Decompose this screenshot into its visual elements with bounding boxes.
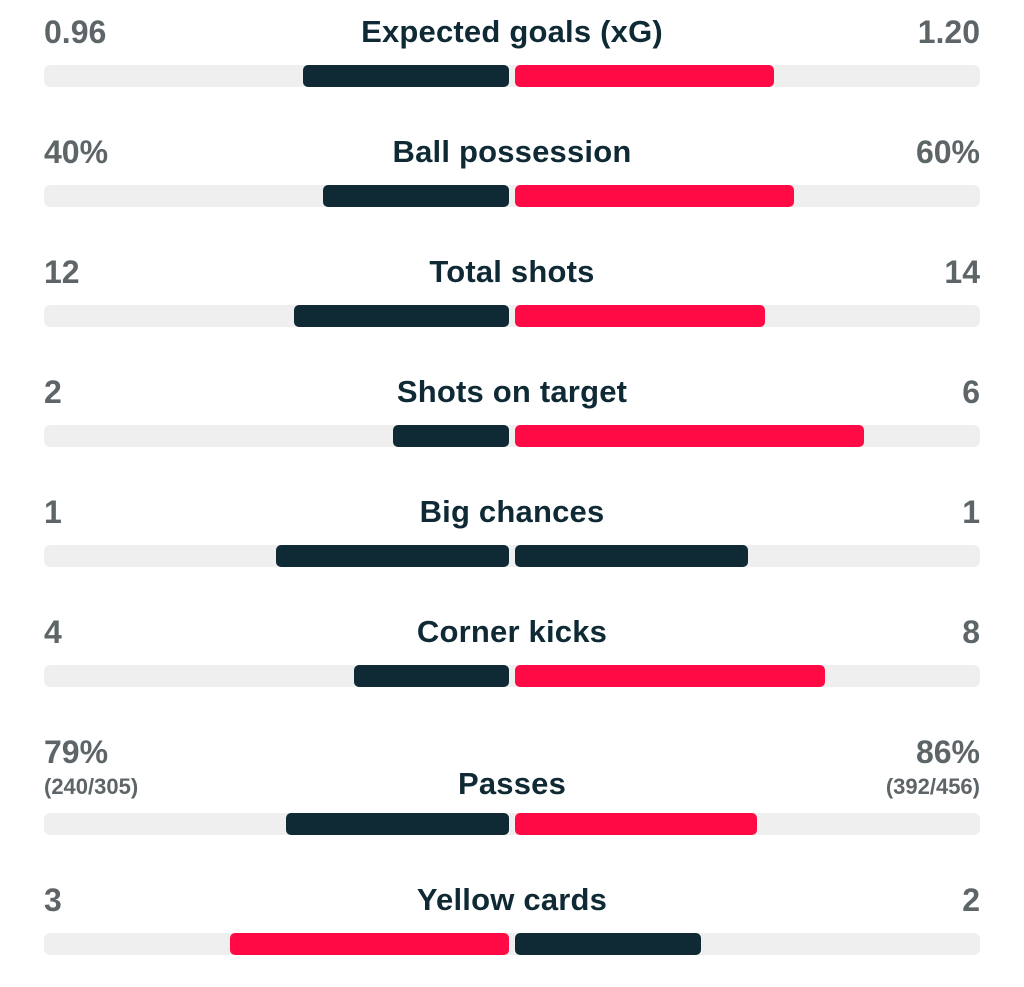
home-bar [393, 425, 509, 447]
stat-row: Corner kicks 4 8 [44, 614, 980, 687]
away-bar [515, 545, 748, 567]
home-value: 2 [44, 374, 62, 410]
stat-bar-track [44, 65, 980, 87]
home-value: 12 [44, 254, 80, 290]
away-subvalue: (392/456) [885, 774, 980, 799]
stat-label: Shots on target [396, 374, 628, 409]
stat-label: Corner kicks [416, 614, 608, 649]
stat-row: Passes 79% 86% (240/305) (392/456) [44, 734, 980, 835]
away-value: 6 [962, 374, 980, 410]
away-bar [515, 305, 765, 327]
home-value: 40% [44, 134, 109, 170]
stat-row: Expected goals (xG) 0.96 1.20 [44, 14, 980, 87]
away-value: 60% [915, 134, 980, 170]
away-bar [515, 933, 701, 955]
stat-row: Total shots 12 14 [44, 254, 980, 327]
home-bar [303, 65, 509, 87]
away-bar [515, 813, 757, 835]
stat-label: Total shots [429, 254, 595, 289]
away-bar [515, 185, 794, 207]
stat-bar-track [44, 813, 980, 835]
stat-row: Big chances 1 1 [44, 494, 980, 567]
away-value: 14 [944, 254, 980, 290]
away-bar [515, 425, 864, 447]
stat-label: Yellow cards [416, 882, 608, 917]
home-bar [230, 933, 509, 955]
stat-bar-track [44, 665, 980, 687]
home-value: 3 [44, 882, 62, 918]
away-value: 86% [915, 734, 980, 770]
stat-label: Passes [457, 766, 567, 801]
away-value: 1.20 [917, 14, 980, 50]
home-value: 4 [44, 614, 62, 650]
stat-bar-track [44, 305, 980, 327]
stat-row: Yellow cards 3 2 [44, 882, 980, 955]
home-bar [276, 545, 509, 567]
stat-bar-track [44, 425, 980, 447]
away-value: 2 [962, 882, 980, 918]
away-bar [515, 665, 825, 687]
stat-bar-track [44, 185, 980, 207]
stat-row: Ball possession 40% 60% [44, 134, 980, 207]
home-bar [286, 813, 509, 835]
stat-row: Shots on target 2 6 [44, 374, 980, 447]
home-bar [294, 305, 509, 327]
away-value: 8 [962, 614, 980, 650]
home-value: 1 [44, 494, 62, 530]
stat-bar-track [44, 933, 980, 955]
home-value: 79% [44, 734, 109, 770]
away-bar [515, 65, 774, 87]
home-bar [323, 185, 509, 207]
stat-label: Expected goals (xG) [361, 14, 663, 49]
away-value: 1 [962, 494, 980, 530]
stat-label: Big chances [419, 494, 605, 529]
home-value: 0.96 [44, 14, 107, 50]
home-subvalue: (240/305) [44, 774, 139, 799]
stat-label: Ball possession [392, 134, 632, 169]
stat-bar-track [44, 545, 980, 567]
home-bar [354, 665, 509, 687]
